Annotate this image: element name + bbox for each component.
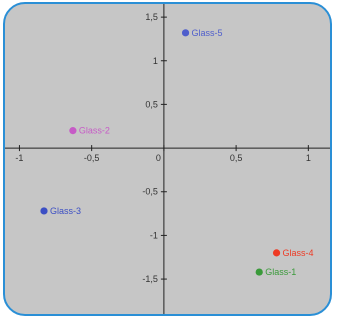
data-point bbox=[272, 249, 281, 257]
data-point-label: Glass-5 bbox=[192, 28, 223, 38]
ticks: -1 -0,5 0 0,5 1 1,5 1 0,5 -0,5 -1 -1,5 bbox=[15, 12, 310, 284]
data-points: Glass-1 Glass-2 Glass-3 Glass-4 Glass-5 bbox=[40, 28, 314, 277]
x-tick-label: -0,5 bbox=[84, 153, 100, 163]
y-tick-label: 0,5 bbox=[145, 99, 158, 109]
data-point-label: Glass-2 bbox=[79, 126, 110, 136]
chart-frame: -1 -0,5 0 0,5 1 1,5 1 0,5 -0,5 -1 -1,5 Glass-1 Glas… bbox=[3, 2, 332, 316]
data-point bbox=[255, 268, 263, 276]
data-point bbox=[69, 127, 77, 135]
y-tick-label: 1,5 bbox=[145, 12, 158, 22]
x-tick-label: 1 bbox=[306, 153, 311, 163]
data-point-label: Glass-1 bbox=[265, 267, 296, 277]
y-tick-label: -1,5 bbox=[142, 274, 158, 284]
data-point-label: Glass-4 bbox=[283, 248, 314, 258]
x-tick-label: 0,5 bbox=[230, 153, 243, 163]
x-tick-label: 0 bbox=[156, 153, 161, 163]
data-point bbox=[181, 29, 190, 37]
axes bbox=[5, 4, 330, 314]
scatter-plot: -1 -0,5 0 0,5 11,510,5-0,5-1-1,5 Glass-1Glas… bbox=[5, 4, 330, 314]
y-tick-label: -1 bbox=[150, 230, 158, 240]
data-point bbox=[40, 207, 48, 215]
y-tick-label: -0,5 bbox=[142, 187, 158, 197]
x-tick-label: -1 bbox=[15, 153, 23, 163]
y-tick-label: 1 bbox=[153, 56, 158, 66]
data-point-label: Glass-3 bbox=[50, 206, 81, 216]
